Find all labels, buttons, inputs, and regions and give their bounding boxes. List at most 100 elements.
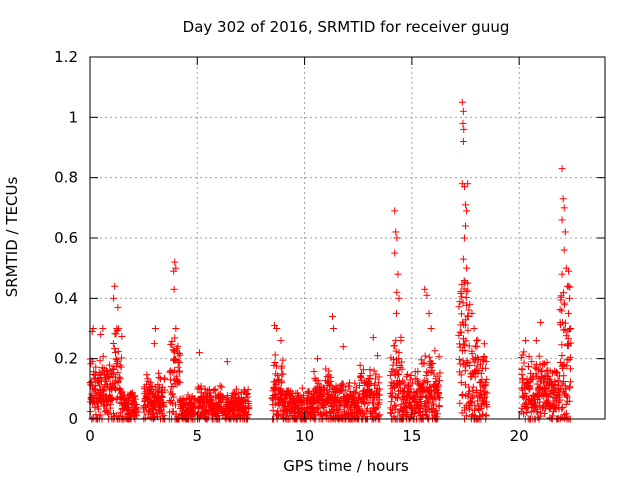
data-point bbox=[245, 404, 253, 412]
data-point bbox=[375, 373, 383, 381]
data-point bbox=[272, 380, 280, 388]
data-point bbox=[118, 333, 126, 341]
data-point bbox=[425, 353, 433, 361]
data-point bbox=[171, 258, 179, 266]
data-point bbox=[298, 384, 306, 392]
data-point bbox=[477, 369, 485, 377]
data-point bbox=[395, 355, 403, 363]
data-point bbox=[434, 410, 442, 418]
data-point bbox=[170, 285, 178, 293]
data-point bbox=[459, 137, 467, 145]
data-point bbox=[374, 400, 382, 408]
data-point bbox=[114, 357, 122, 365]
data-point bbox=[95, 369, 103, 377]
data-point bbox=[567, 325, 575, 332]
y-axis-label: SRMTID / TECUs bbox=[3, 177, 21, 298]
y-tick-label: 0.2 bbox=[54, 350, 78, 368]
data-point bbox=[341, 386, 349, 394]
data-point bbox=[409, 406, 417, 414]
data-point bbox=[533, 380, 541, 388]
grid-lines bbox=[90, 57, 605, 419]
data-point bbox=[175, 358, 183, 366]
data-point bbox=[458, 98, 466, 106]
data-point bbox=[557, 293, 565, 301]
data-point bbox=[463, 207, 471, 215]
data-point bbox=[459, 255, 467, 263]
data-point bbox=[558, 341, 566, 349]
data-point bbox=[465, 306, 473, 314]
data-point bbox=[560, 326, 568, 334]
data-point bbox=[117, 354, 125, 362]
data-point bbox=[100, 387, 108, 395]
data-point bbox=[420, 376, 428, 384]
data-point bbox=[455, 303, 463, 311]
data-point bbox=[471, 401, 479, 409]
data-point bbox=[195, 349, 203, 357]
data-point bbox=[397, 336, 405, 344]
data-point bbox=[482, 412, 490, 420]
data-point bbox=[111, 282, 119, 290]
data-point bbox=[475, 406, 483, 414]
data-point bbox=[431, 347, 439, 355]
data-point bbox=[392, 347, 400, 355]
data-point bbox=[114, 369, 122, 377]
data-point bbox=[161, 386, 169, 394]
data-point bbox=[478, 376, 486, 384]
axis-ticks bbox=[89, 56, 605, 420]
data-point bbox=[106, 404, 114, 412]
data-point bbox=[457, 289, 465, 297]
data-point bbox=[456, 298, 464, 306]
data-point bbox=[472, 337, 480, 345]
data-point bbox=[483, 403, 491, 411]
data-point bbox=[366, 372, 374, 380]
data-point bbox=[558, 270, 566, 278]
data-point bbox=[465, 342, 473, 350]
data-point bbox=[104, 374, 112, 382]
data-point bbox=[388, 392, 396, 400]
y-tick-label: 0.6 bbox=[54, 229, 78, 247]
data-point bbox=[89, 325, 97, 332]
data-point bbox=[332, 382, 340, 390]
y-tick-label: 1.2 bbox=[54, 48, 78, 66]
data-point bbox=[458, 310, 466, 318]
data-point bbox=[96, 411, 104, 419]
data-point bbox=[469, 383, 477, 391]
data-point bbox=[463, 412, 471, 420]
data-point bbox=[560, 204, 568, 212]
data-point bbox=[96, 381, 104, 389]
data-point bbox=[206, 389, 214, 397]
data-point bbox=[436, 394, 444, 402]
data-point bbox=[403, 408, 411, 416]
data-point bbox=[473, 389, 481, 397]
data-point bbox=[566, 383, 574, 391]
data-point bbox=[461, 346, 469, 354]
data-point bbox=[273, 325, 281, 332]
data-point bbox=[96, 357, 104, 365]
data-point bbox=[558, 405, 566, 413]
data-point bbox=[333, 384, 341, 392]
data-point bbox=[231, 407, 239, 415]
data-point bbox=[371, 414, 379, 422]
data-point bbox=[436, 377, 444, 385]
data-point bbox=[160, 403, 168, 411]
data-point bbox=[271, 358, 279, 366]
data-point bbox=[244, 386, 252, 394]
data-point bbox=[456, 368, 464, 376]
data-point bbox=[216, 382, 224, 390]
data-point bbox=[556, 396, 564, 404]
data-point bbox=[370, 367, 378, 375]
data-point bbox=[429, 359, 437, 367]
data-point bbox=[269, 407, 277, 415]
data-point bbox=[468, 387, 476, 395]
data-point bbox=[480, 340, 488, 348]
data-point bbox=[112, 330, 120, 338]
data-point bbox=[421, 352, 429, 360]
data-point bbox=[395, 390, 403, 398]
data-point bbox=[395, 370, 403, 378]
data-point bbox=[470, 325, 478, 332]
data-point bbox=[537, 318, 545, 326]
data-point bbox=[111, 385, 119, 393]
data-point bbox=[457, 328, 465, 336]
data-point bbox=[565, 356, 573, 364]
data-point bbox=[351, 379, 359, 387]
